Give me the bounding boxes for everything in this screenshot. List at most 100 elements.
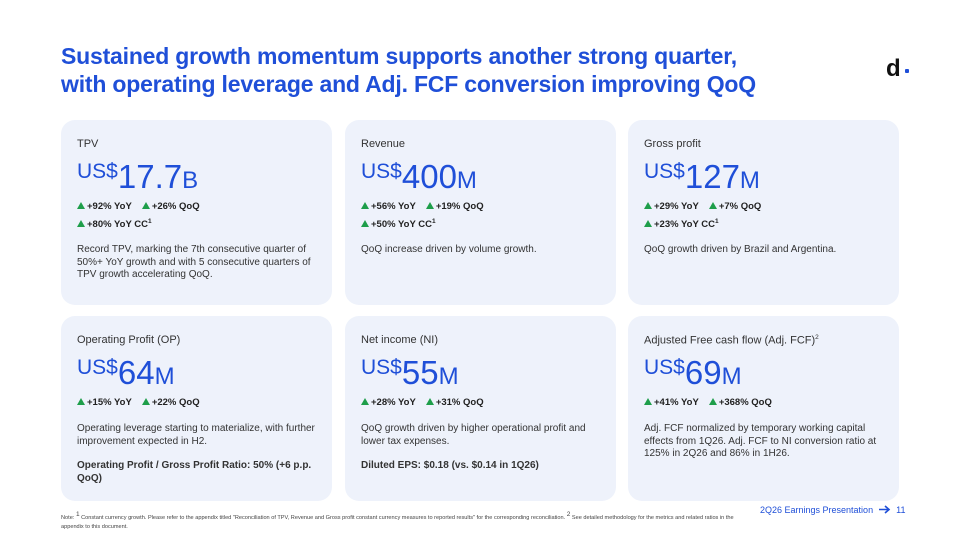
metric: +22% QoQ <box>141 397 200 408</box>
kpi-card: Operating Profit (OP) US$64M +15% YoY +22% … <box>61 316 332 501</box>
card-note: Diluted EPS: $0.18 (vs. $0.14 in 1Q26) <box>361 460 539 471</box>
currency: US$ <box>77 160 118 183</box>
card-label: Gross profit <box>644 138 883 152</box>
unit: M <box>154 363 175 390</box>
card-label: Adjusted Free cash flow (Adj. FCF)2 <box>644 334 883 348</box>
kpi-value: US$400M <box>361 158 600 198</box>
superscript: 1 <box>715 218 719 225</box>
up-triangle <box>708 202 717 209</box>
metric: +28% YoY <box>361 397 416 408</box>
footnote-text: See detailed methodology for the metrics… <box>61 514 734 530</box>
currency: US$ <box>644 160 685 183</box>
up-triangle <box>77 202 85 209</box>
card-label: Operating Profit (OP) <box>77 334 316 348</box>
slide-title: Sustained growth momentum supports anoth… <box>61 42 756 98</box>
kpi-card: Revenue US$400M +56% YoY +19% QoQ +50% YoY C… <box>345 120 616 305</box>
metric-row: +41% YoY +368% QoQ <box>644 397 883 411</box>
kpi-value: US$55M <box>361 354 600 394</box>
up-triangle <box>77 220 85 228</box>
up-triangle <box>644 398 652 405</box>
metric-text: +26% QoQ <box>151 201 200 212</box>
page-number: 11 <box>896 505 906 515</box>
metric: +41% YoY <box>644 397 699 408</box>
card-label-text: Operating Profit (OP) <box>77 334 181 346</box>
metric-text: +80% YoY CC <box>87 219 148 231</box>
card-label-text: Net income (NI) <box>361 334 439 346</box>
metric-text: +92% YoY <box>87 201 132 212</box>
unit: B <box>182 167 199 194</box>
card-description: QoQ increase driven by volume growth. <box>361 244 537 255</box>
metric-text: +22% QoQ <box>151 397 200 408</box>
currency: US$ <box>361 356 402 379</box>
amount: 127 <box>684 158 740 195</box>
metric: +29% YoY <box>644 201 699 212</box>
metric-text: +15% YoY <box>87 397 132 408</box>
card-description: QoQ growth driven by higher operational … <box>361 423 586 447</box>
unit: M <box>739 167 760 194</box>
card-label: Net income (NI) <box>361 334 600 348</box>
logo-dot <box>905 69 909 73</box>
footer-label: 2Q26 Earnings Presentation <box>760 505 874 515</box>
amount: 64 <box>117 354 155 391</box>
unit: M <box>438 363 459 390</box>
metric: +50% YoY CC1 <box>361 218 436 230</box>
logo: d <box>886 55 901 82</box>
superscript: 1 <box>432 218 436 225</box>
metric-text: +7% QoQ <box>718 201 762 212</box>
currency: US$ <box>644 356 685 379</box>
metric-text: +23% YoY CC <box>654 219 715 231</box>
metric-text: +29% YoY <box>654 201 699 212</box>
card-label-text: Gross profit <box>644 138 701 150</box>
up-triangle <box>644 202 652 209</box>
kpi-value: US$127M <box>644 158 883 198</box>
kpi-value: US$69M <box>644 354 883 394</box>
up-triangle <box>361 220 369 228</box>
metric-row: +50% YoY CC1 <box>361 218 600 232</box>
footnote: Note: 1 Constant currency growth. Please… <box>61 510 751 532</box>
up-triangle <box>361 398 369 405</box>
metric-text: +19% QoQ <box>435 201 484 212</box>
metric: +19% QoQ <box>425 201 484 212</box>
metric-row: +28% YoY +31% QoQ <box>361 397 600 411</box>
metric: +7% QoQ <box>708 201 762 212</box>
kpi-card: TPV US$17.7B +92% YoY +26% QoQ +80% YoY CC1 R… <box>61 120 332 305</box>
metric-text: +368% QoQ <box>718 397 772 408</box>
metric-text: +41% YoY <box>654 397 699 408</box>
superscript: 1 <box>148 218 152 225</box>
card-note: Operating Profit / Gross Profit Ratio: 5… <box>77 460 312 484</box>
metric-text: +28% YoY <box>371 397 416 408</box>
unit: M <box>456 167 477 194</box>
currency: US$ <box>361 160 402 183</box>
superscript: 2 <box>566 511 571 518</box>
up-triangle <box>708 398 717 405</box>
unit: M <box>721 363 742 390</box>
metric: +92% YoY <box>77 201 132 212</box>
kpi-card: Gross profit US$127M +29% YoY +7% QoQ +23% Y… <box>628 120 899 305</box>
up-triangle <box>141 202 150 209</box>
metric-row: +23% YoY CC1 <box>644 218 883 232</box>
card-label: Revenue <box>361 138 600 152</box>
metric-row: +15% YoY +22% QoQ <box>77 397 316 411</box>
kpi-card: Net income (NI) US$55M +28% YoY +31% QoQ QoQ… <box>345 316 616 501</box>
card-description: QoQ growth driven by Brazil and Argentin… <box>644 244 837 255</box>
card-label-text: Adjusted Free cash flow (Adj. FCF) <box>644 334 816 347</box>
footnote-text: Constant currency growth. Please refer t… <box>79 514 567 521</box>
metric: +56% YoY <box>361 201 416 212</box>
footer: 2Q26 Earnings Presentation 11 <box>760 505 905 515</box>
title-line: with operating leverage and Adj. FCF con… <box>61 71 756 97</box>
card-label-text: TPV <box>77 138 99 150</box>
metric: +15% YoY <box>77 397 132 408</box>
superscript: 1 <box>75 511 80 518</box>
up-triangle <box>77 398 85 405</box>
arrow-icon <box>878 505 890 514</box>
superscript: 2 <box>815 334 819 341</box>
metric: +80% YoY CC1 <box>77 218 152 231</box>
amount: 400 <box>401 158 457 195</box>
card-description: Operating leverage starting to materiali… <box>77 423 315 447</box>
title-line: Sustained growth momentum supports anoth… <box>61 43 737 69</box>
amount: 17.7 <box>117 158 183 195</box>
card-label: TPV <box>77 138 316 152</box>
metric-row: +56% YoY +19% QoQ <box>361 201 600 215</box>
metric-row: +29% YoY +7% QoQ <box>644 201 883 215</box>
